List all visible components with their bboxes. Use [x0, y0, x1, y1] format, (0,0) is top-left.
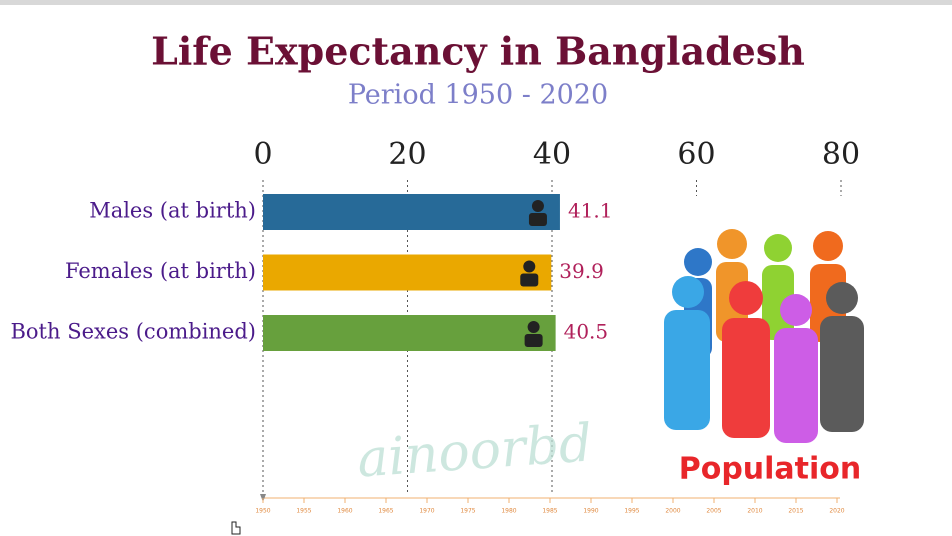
timeline-label: 2020 [829, 508, 844, 515]
bar [263, 254, 552, 291]
timeline-label: 1955 [296, 508, 311, 515]
chart-subtitle: Period 1950 - 2020 [348, 80, 608, 111]
timeline-label: 1990 [583, 508, 598, 515]
category-label: Males (at birth) [89, 199, 256, 223]
bars: Males (at birth) 41.1 Females (at birth) 39… [10, 194, 612, 351]
bar [263, 315, 556, 351]
category-label: Both Sexes (combined) [10, 320, 256, 344]
timeline-label: 1980 [501, 508, 516, 515]
bar [263, 194, 560, 230]
timeline-label: 1975 [460, 508, 475, 515]
timeline-label: 2010 [747, 508, 762, 515]
timeline-label: 1965 [378, 508, 393, 515]
timeline-label: 2005 [706, 508, 721, 515]
bar-icon [523, 260, 536, 273]
chart-title: Life Expectancy in Bangladesh [151, 29, 805, 74]
x-tick-label: 0 [253, 137, 272, 172]
timeline-label: 1985 [542, 508, 557, 515]
bar-icon [520, 273, 539, 287]
x-tick-label: 60 [677, 137, 715, 172]
bar-icon [528, 213, 547, 226]
image-caption: Population [679, 452, 862, 487]
bar-icon [527, 321, 540, 333]
cursor [231, 521, 241, 535]
x-tick-label: 40 [533, 137, 571, 172]
x-tick-label: 20 [388, 137, 426, 172]
timeline-label: 1950 [255, 508, 270, 515]
timeline: 1950 1955 1960 1965 1970 1975 1980 1985 1990 1995… [255, 494, 845, 515]
top-strip [0, 0, 952, 5]
timeline-label: 1970 [419, 508, 434, 515]
population-image: Population [650, 196, 952, 496]
x-tick-label: 80 [822, 137, 860, 172]
value-label: 40.5 [564, 320, 609, 344]
bar-icon [531, 200, 544, 212]
value-label: 39.9 [559, 259, 604, 283]
watermark: ainoorbd [355, 413, 594, 489]
category-label: Females (at birth) [65, 259, 256, 283]
timeline-label: 2000 [665, 508, 680, 515]
timeline-label: 2015 [788, 508, 803, 515]
bar-icon [524, 334, 543, 347]
people [664, 229, 864, 443]
value-label: 41.1 [568, 199, 613, 223]
timeline-label: 1995 [624, 508, 639, 515]
timeline-label: 1960 [337, 508, 352, 515]
